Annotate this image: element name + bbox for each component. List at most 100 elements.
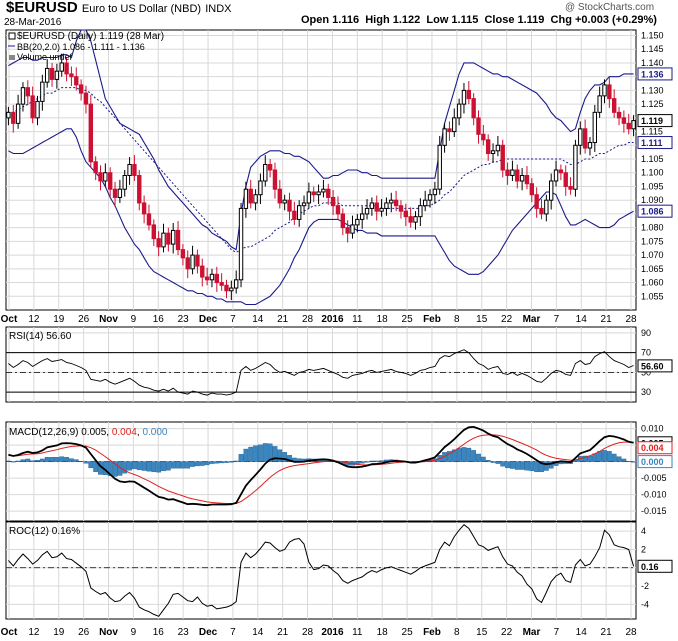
candle-body [326, 188, 331, 198]
x-axis-label-top: Mar [523, 314, 541, 325]
candle-body [132, 164, 137, 176]
histogram-value-label: 0.000 [641, 457, 664, 467]
candle-body [93, 161, 98, 174]
x-axis-label-top: 19 [53, 314, 65, 325]
candle-body [374, 202, 379, 212]
x-axis-label-bottom: 25 [402, 627, 414, 638]
candle-body [267, 164, 273, 171]
macd-histogram-bar [73, 459, 79, 462]
rsi-panel-tick-label: 70 [641, 348, 651, 358]
symbol-name: Euro to US Dollar (NBD) [81, 3, 202, 15]
price-value-label: 1.111 [641, 138, 663, 148]
macd-histogram-bar [49, 457, 55, 462]
candle-body [296, 205, 302, 220]
candle-body [597, 95, 602, 113]
candle-body [204, 276, 210, 281]
candle-body [20, 87, 26, 105]
candle-body [393, 199, 399, 207]
candle-body [432, 188, 438, 196]
x-axis-label-top: 22 [501, 314, 513, 325]
candle-body [505, 169, 510, 176]
macd-histogram-bar [287, 455, 292, 462]
candle-body [175, 229, 181, 251]
symbol: $EURUSD [6, 0, 78, 16]
macd-histogram-bar [44, 457, 50, 462]
macd-histogram-bar [461, 447, 467, 462]
candle-body [25, 87, 31, 97]
candle-body [35, 100, 40, 119]
x-axis-label-top: 14 [252, 314, 264, 325]
macd-histogram-bar [141, 461, 147, 471]
macd-histogram-bar [272, 446, 278, 462]
candle-body [15, 103, 21, 124]
macd-histogram-bar [548, 461, 554, 469]
x-axis-label-bottom: Feb [423, 627, 441, 638]
macd-histogram-bar [258, 444, 263, 462]
macd-histogram-bar [626, 461, 632, 462]
candle-body [306, 191, 312, 204]
macd-panel-tick-label: 0.010 [641, 424, 664, 434]
macd-histogram-bar [267, 443, 273, 462]
x-axis-label-top: 21 [277, 314, 289, 325]
macd-histogram-bar [587, 455, 593, 462]
candle-body [485, 139, 491, 155]
candle-body [233, 279, 239, 289]
macd-histogram-bar [597, 451, 603, 462]
x-axis-label-bottom: 14 [576, 627, 588, 638]
candle-body [83, 92, 89, 105]
candle-body [364, 207, 370, 215]
candle-body [49, 67, 55, 80]
candle-body [253, 194, 258, 204]
candle-body [563, 172, 568, 187]
macd-panel-tick-label: -0.010 [641, 490, 667, 500]
roc-value-label-box [637, 559, 673, 573]
macd-histogram-bar [219, 461, 225, 464]
candle-body [112, 188, 118, 198]
candle-body [40, 81, 45, 102]
price-panel-tick-label: 1.115 [641, 127, 663, 137]
candle-body [30, 95, 35, 119]
candle-body [437, 144, 442, 190]
x-axis-label-top: 12 [28, 314, 40, 325]
candle-body [611, 98, 617, 113]
candle-body [602, 84, 607, 97]
candle-body [616, 111, 622, 119]
candle-body [529, 183, 535, 196]
open-value: Open 1.116 [301, 14, 360, 26]
x-axis-label-top: 15 [476, 314, 488, 325]
candle-body [500, 144, 505, 171]
rsi-panel-tick-label: 90 [641, 328, 651, 338]
candle-body [534, 194, 539, 209]
high-value: High 1.122 [365, 14, 421, 26]
roc-line [8, 524, 635, 617]
x-axis-label-top: Feb [423, 314, 441, 325]
candle-body [146, 213, 152, 226]
macd-histogram-bar [233, 460, 239, 462]
x-axis-label-top: 2016 [321, 314, 344, 325]
macd-histogram-bar [500, 461, 506, 467]
macd-histogram-bar [10, 461, 16, 463]
candle-body [107, 172, 113, 190]
candle-body [200, 265, 205, 278]
candle-body [166, 232, 171, 245]
candle-body [292, 210, 297, 220]
candle-body [69, 73, 74, 78]
candle-body [519, 174, 525, 182]
price-value-label-box [637, 67, 673, 81]
macd-histogram-bar [510, 461, 515, 469]
macd-histogram-bar [127, 461, 132, 471]
x-axis-label-bottom: 2016 [321, 627, 344, 638]
volume-legend-swatch [9, 55, 15, 60]
x-axis-label-top: 7 [230, 314, 236, 325]
candle-body [330, 196, 336, 207]
price-value-label-box [637, 204, 673, 218]
macd-histogram-bar [35, 460, 40, 462]
candle-body [180, 249, 186, 259]
macd-histogram-bar [238, 454, 244, 462]
x-axis-label-bottom: 18 [377, 627, 389, 638]
macd-histogram-bar [20, 459, 26, 462]
price-panel-tick-label: 1.105 [641, 154, 664, 164]
price-panel-tick-label: 1.140 [641, 58, 664, 68]
macd-histogram-bar [505, 461, 510, 469]
candle-body [151, 224, 157, 240]
